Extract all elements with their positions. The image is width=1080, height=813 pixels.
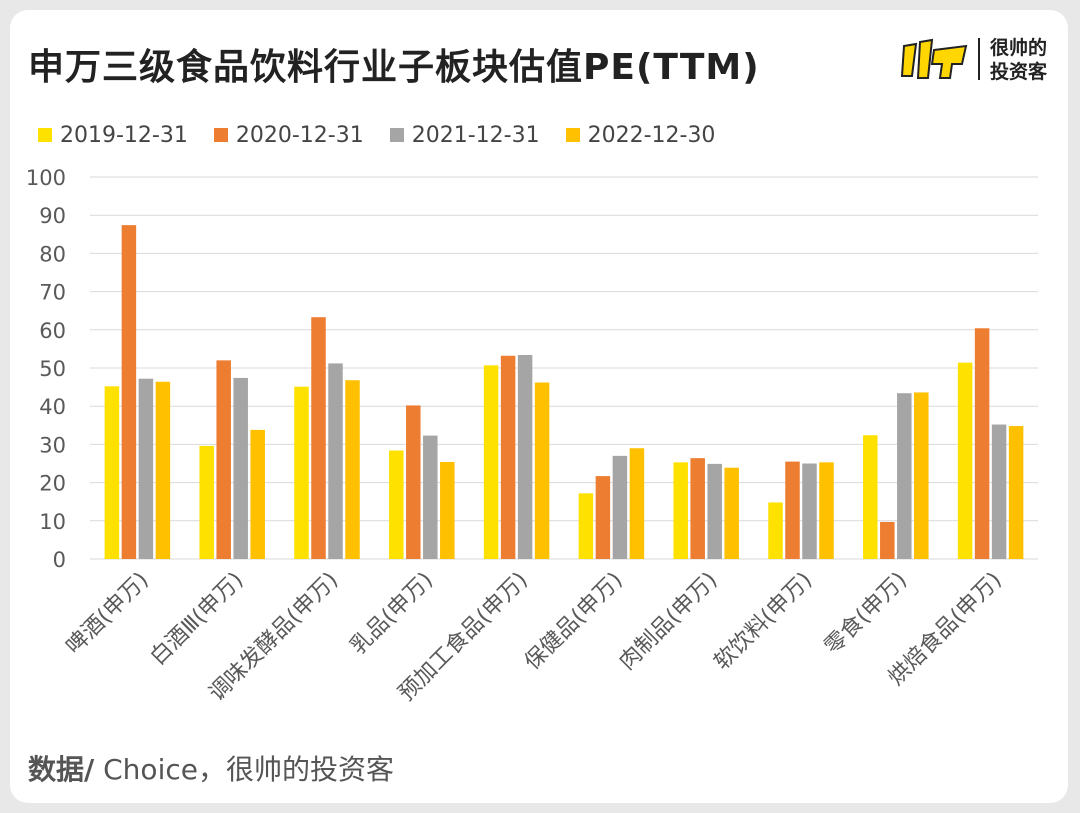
bar <box>233 377 248 559</box>
bar <box>294 386 309 559</box>
bar <box>578 493 594 559</box>
brand-logo: 很帅的 投资客 <box>898 32 1058 88</box>
bar <box>534 382 550 559</box>
bar <box>863 435 878 559</box>
x-tick-label: 保健品(申万) <box>520 568 628 676</box>
legend-item: 2022-12-30 <box>565 122 716 148</box>
bar <box>311 317 326 559</box>
legend-item: 2020-12-31 <box>213 122 364 148</box>
legend-label: 2019-12-31 <box>60 122 188 148</box>
bar <box>819 462 834 559</box>
legend-swatch <box>38 128 52 142</box>
legend-item: 2021-12-31 <box>389 122 540 148</box>
bar <box>595 476 611 559</box>
bar <box>440 461 455 559</box>
bar <box>724 467 739 559</box>
source-footer: 数据/ Choice，很帅的投资客 <box>28 748 394 788</box>
y-tick-label: 20 <box>39 472 66 496</box>
bar <box>406 405 421 559</box>
bar <box>121 225 137 559</box>
y-tick-label: 40 <box>39 395 66 419</box>
bar <box>517 355 533 559</box>
y-tick-label: 0 <box>53 548 66 572</box>
footer-text: Choice，很帅的投资客 <box>94 753 394 786</box>
bar <box>138 378 154 559</box>
bar <box>802 463 817 559</box>
y-tick-label: 70 <box>39 281 66 305</box>
legend-label: 2021-12-31 <box>411 122 540 148</box>
legend-item: 2019-12-31 <box>38 123 188 148</box>
x-tick-label: 零食(申万) <box>820 568 912 660</box>
bar-chart: 0102030405060708090100啤酒(申万)白酒Ⅲ(申万)调味发酵品… <box>26 166 1038 706</box>
bar <box>345 380 360 559</box>
bar <box>707 463 722 559</box>
legend-label: 2022-12-30 <box>587 122 716 148</box>
bar <box>673 462 688 559</box>
bar <box>612 455 628 559</box>
chart-title: 申万三级食品饮料行业子板块估值PE(TTM) <box>28 47 760 88</box>
logo-separator <box>978 38 980 80</box>
bar <box>957 362 973 559</box>
logo-line-1: 很帅的 <box>990 37 1048 59</box>
bar <box>880 521 895 559</box>
bar <box>785 461 800 559</box>
x-tick-label: 啤酒(申万) <box>62 568 154 660</box>
bar <box>500 355 516 559</box>
logo-line-2: 投资客 <box>990 61 1048 83</box>
chart-legend: 2019-12-31 2020-12-31 2021-12-31 2022-12-30 <box>38 120 741 150</box>
bar <box>423 435 438 559</box>
bar <box>690 458 705 559</box>
bar <box>199 445 214 559</box>
x-tick-label: 白酒Ⅲ(申万) <box>146 568 249 671</box>
bar <box>991 424 1007 559</box>
bar <box>104 386 120 559</box>
bar <box>629 448 645 559</box>
y-tick-label: 100 <box>26 166 66 190</box>
legend-label: 2020-12-31 <box>235 122 364 148</box>
bar <box>389 450 404 559</box>
footer-label: 数据/ <box>28 753 95 786</box>
legend-swatch <box>389 128 404 142</box>
y-tick-label: 10 <box>39 510 66 534</box>
y-tick-label: 80 <box>39 242 66 266</box>
bar <box>328 363 343 559</box>
x-tick-label: 乳品(申万) <box>346 568 438 660</box>
bar <box>155 381 171 559</box>
logo-text: 很帅的 投资客 <box>990 36 1047 84</box>
y-tick-label: 90 <box>39 204 66 228</box>
x-tick-label: 软饮料(申万) <box>710 568 818 676</box>
bar <box>768 502 783 559</box>
bar <box>914 392 929 559</box>
bar <box>974 328 990 559</box>
legend-swatch <box>565 128 580 142</box>
bar <box>250 429 265 559</box>
y-tick-label: 50 <box>39 357 66 381</box>
legend-swatch <box>213 128 228 142</box>
logo-mark-icon <box>900 38 968 79</box>
y-tick-label: 30 <box>39 433 66 457</box>
y-tick-label: 60 <box>39 319 66 343</box>
bar <box>483 365 499 559</box>
bar <box>1008 426 1024 559</box>
bar <box>897 393 912 559</box>
x-tick-label: 肉制品(申万) <box>615 568 723 676</box>
bar <box>216 360 231 559</box>
